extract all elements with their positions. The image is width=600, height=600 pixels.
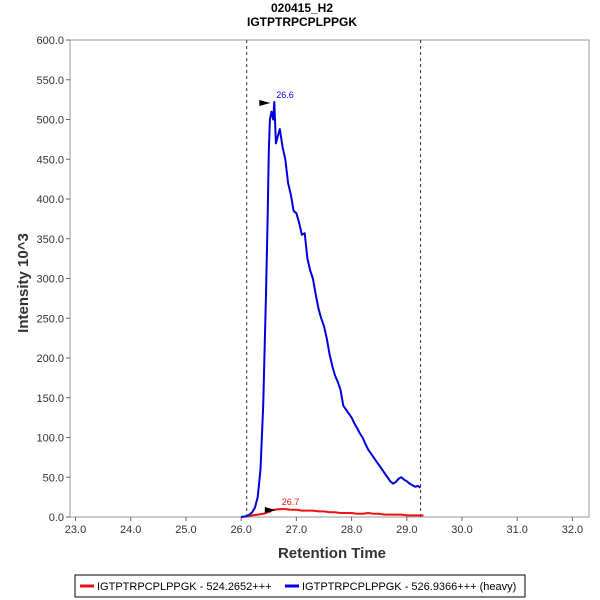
integration-bounds [246, 40, 422, 517]
peak-arrow [264, 507, 276, 514]
x-tick-label: 25.0 [175, 524, 196, 536]
x-tick-label: 32.0 [562, 524, 583, 536]
y-tick-label: 600.0 [36, 35, 64, 47]
x-tick-label: 26.0 [230, 524, 251, 536]
x-axis-title: Retention Time [278, 545, 386, 562]
peak-label: 26.7 [282, 497, 300, 507]
x-tick-label: 31.0 [507, 524, 528, 536]
y-tick-label: 500.0 [36, 115, 64, 127]
y-tick-label: 250.0 [36, 313, 64, 325]
y-axis-ticks: 0.0 50.0 100.0 150.0 200.0 250.0 300.0 350.0 400… [36, 35, 70, 524]
x-tick-label: 29.0 [396, 524, 417, 536]
x-tick-label: 30.0 [451, 524, 472, 536]
chart-subtitle: IGTPTRPCPLPPGK [247, 15, 357, 29]
x-tick-label: 27.0 [286, 524, 307, 536]
legend-box [74, 574, 526, 598]
x-tick-label: 28.0 [341, 524, 362, 536]
y-tick-label: 300.0 [36, 274, 64, 286]
y-axis-title: Intensity 10^3 [15, 233, 32, 333]
y-tick-label: 100.0 [36, 433, 64, 445]
chart-title: 020415_H2 [271, 1, 333, 15]
x-tick-label: 23.0 [65, 524, 86, 536]
y-tick-label: 0.0 [49, 512, 64, 524]
peak-label: 26.6 [276, 90, 294, 100]
series-line-1 [241, 101, 422, 518]
y-tick-label: 400.0 [36, 194, 64, 206]
legend-entry: IGTPTRPCPLPPGK - 526.9366+++ (heavy) [302, 581, 516, 593]
legend-entry: IGTPTRPCPLPPGK - 524.2652+++ [97, 581, 272, 593]
x-axis-ticks: 23.0 24.0 25.0 26.0 27.0 28.0 29.0 30.0 31.0 32.0 [65, 517, 583, 536]
peak-annotations: 26.7 26.6 [259, 90, 300, 514]
y-tick-label: 150.0 [36, 393, 64, 405]
legend: IGTPTRPCPLPPGK - 524.2652+++ IGTPTRPCPLPP… [74, 574, 526, 598]
y-tick-label: 200.0 [36, 353, 64, 365]
x-tick-label: 24.0 [120, 524, 141, 536]
y-tick-label: 50.0 [43, 472, 64, 484]
y-tick-label: 450.0 [36, 154, 64, 166]
peak-arrow [259, 100, 271, 107]
plot-area [69, 39, 590, 518]
y-tick-label: 550.0 [36, 75, 64, 87]
y-tick-label: 350.0 [36, 234, 64, 246]
